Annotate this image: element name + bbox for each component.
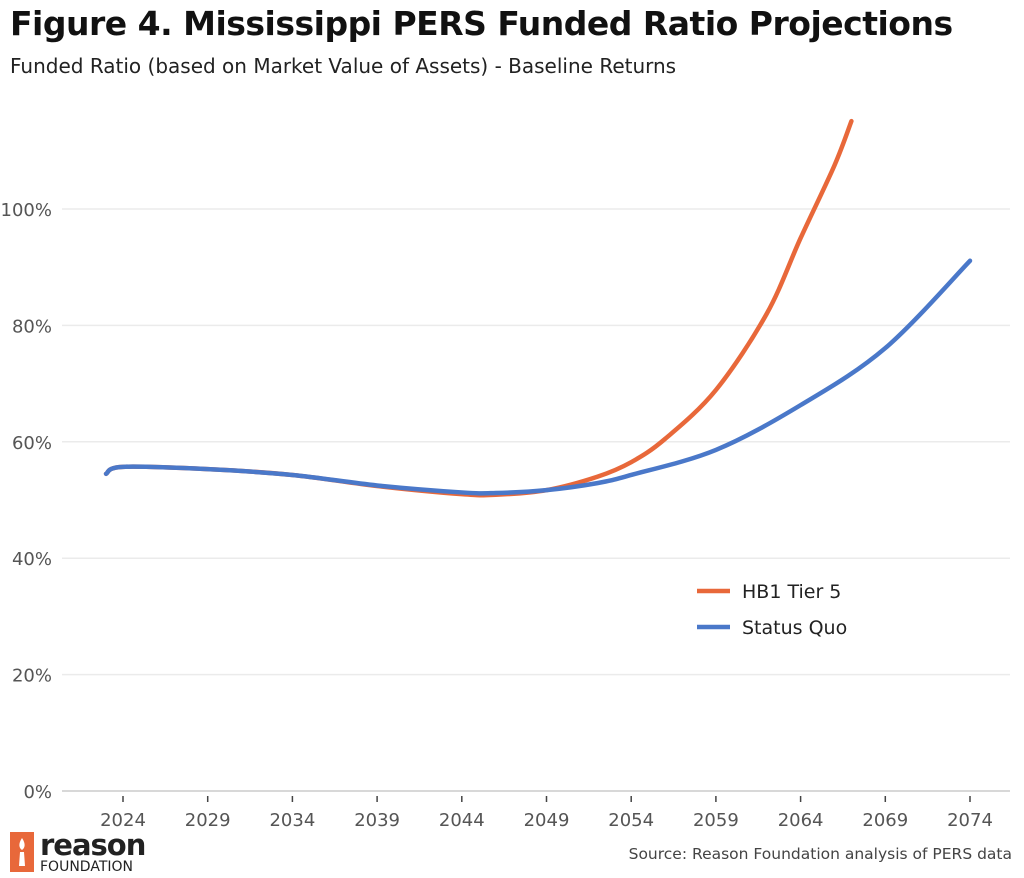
y-tick-label: 80%: [12, 316, 52, 337]
series-line-status-quo: [103, 258, 973, 496]
x-tick-label: 2044: [439, 810, 485, 831]
x-tick-label: 2069: [862, 810, 908, 831]
legend-label: Status Quo: [742, 617, 847, 639]
svg-text:reason: reason: [40, 830, 145, 862]
y-tick-label: 60%: [12, 433, 52, 454]
x-tick-label: 2049: [524, 810, 570, 831]
chart-title: Figure 4. Mississippi PERS Funded Ratio …: [10, 4, 953, 43]
chart-subtitle: Funded Ratio (based on Market Value of A…: [10, 54, 677, 78]
x-tick-label: 2034: [269, 810, 315, 831]
reason-foundation-logo: reason FOUNDATION: [10, 828, 170, 878]
x-tick-label: 2029: [185, 810, 231, 831]
x-tick-label: 2064: [778, 810, 824, 831]
x-tick-label: 2024: [100, 810, 146, 831]
x-tick-label: 2054: [608, 810, 654, 831]
x-tick-label: 2074: [947, 810, 993, 831]
svg-text:FOUNDATION: FOUNDATION: [40, 859, 133, 874]
legend-label: HB1 Tier 5: [742, 581, 841, 603]
y-tick-label: 40%: [12, 549, 52, 570]
y-tick-label: 0%: [23, 782, 52, 803]
x-tick-label: 2059: [693, 810, 739, 831]
x-tick-label: 2039: [354, 810, 400, 831]
y-tick-label: 20%: [12, 666, 52, 687]
y-tick-label: 100%: [1, 200, 52, 221]
source-note: Source: Reason Foundation analysis of PE…: [628, 845, 1012, 863]
